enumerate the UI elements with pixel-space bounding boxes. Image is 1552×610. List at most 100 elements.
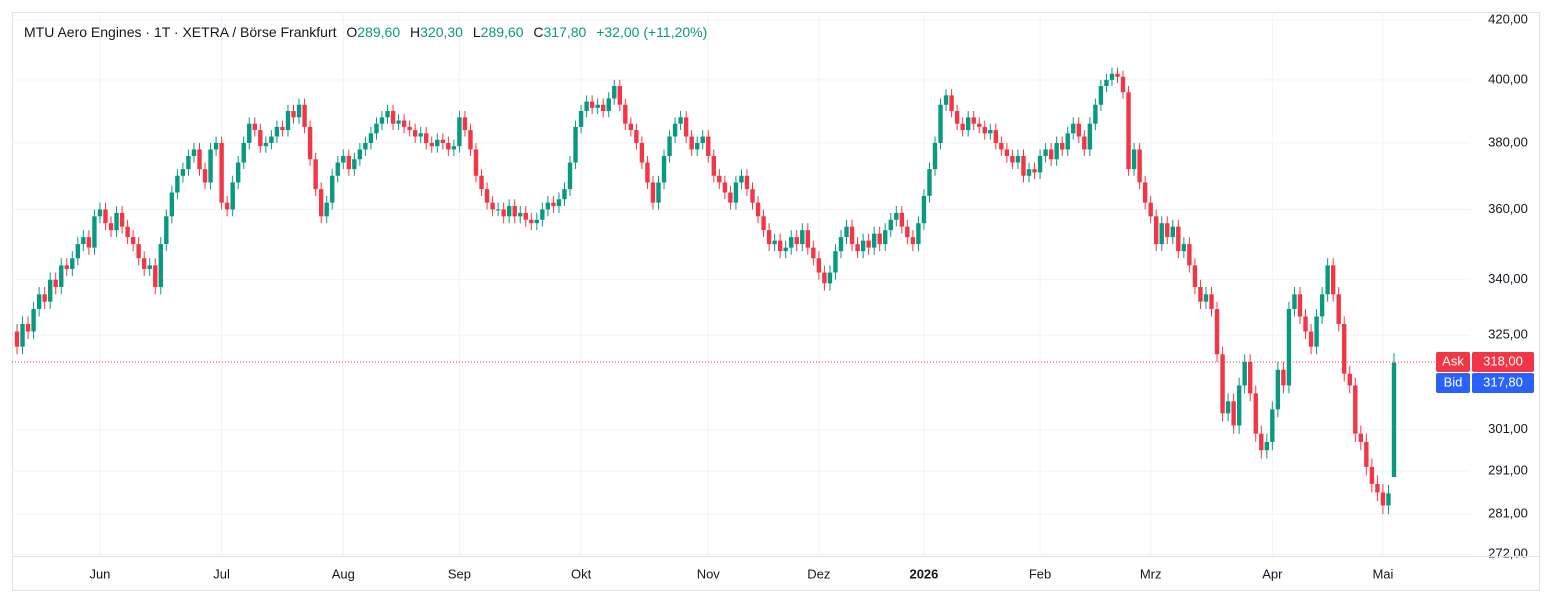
x-tick-label: Aug — [332, 566, 355, 581]
candle-body — [833, 251, 838, 273]
candle-body — [1203, 294, 1209, 302]
candle-body — [1087, 123, 1093, 150]
candle-body — [125, 226, 130, 238]
candle-body — [1148, 202, 1153, 217]
candle-body — [158, 244, 163, 288]
y-tick-label: 281,00 — [1488, 506, 1528, 521]
candle-body — [119, 212, 125, 227]
candle-body — [578, 111, 584, 127]
x-tick-label: 2026 — [909, 566, 938, 581]
header-change: +32,00 (+11,20%) — [596, 24, 707, 40]
candle-body — [1264, 441, 1270, 451]
candle-body — [1109, 73, 1115, 80]
candle-body — [800, 230, 805, 245]
candle-body — [905, 226, 910, 238]
candle-body — [1342, 323, 1347, 374]
candle-body — [612, 86, 617, 99]
candle-body — [977, 123, 982, 127]
candle-body — [1275, 369, 1281, 410]
candle-body — [894, 212, 899, 220]
candle-body — [31, 309, 36, 332]
candle-body — [1286, 309, 1292, 386]
candle-body — [1248, 362, 1253, 394]
candle-body — [733, 182, 739, 203]
candle-body — [1154, 216, 1159, 245]
candle-body — [844, 226, 849, 238]
candle-body — [1032, 169, 1037, 173]
candle-body — [1093, 104, 1098, 124]
candle-body — [1137, 149, 1142, 183]
candle-body — [877, 233, 882, 245]
candle-body — [855, 244, 860, 252]
y-tick-label: 291,00 — [1488, 463, 1528, 478]
candle-body — [750, 189, 755, 203]
candle-body — [401, 120, 407, 127]
candle-body — [1065, 133, 1070, 150]
candle-body — [744, 175, 750, 190]
candle-body — [1076, 123, 1081, 137]
candle-body — [191, 149, 197, 156]
candle-body — [97, 209, 103, 217]
candle-body — [783, 247, 788, 252]
y-tick-label: 340,00 — [1488, 271, 1528, 286]
candle-body — [1048, 149, 1054, 160]
candle-body — [822, 272, 827, 284]
candle-body — [1325, 265, 1330, 295]
candle-body — [42, 294, 47, 302]
candle-body — [899, 212, 905, 227]
candle-body — [772, 240, 777, 245]
candle-body — [518, 212, 523, 217]
candle-body — [186, 155, 191, 170]
candle-body — [1220, 354, 1225, 414]
chart-header: MTU Aero Engines · 1T · XETRA / Börse Fr… — [24, 24, 707, 40]
x-tick-label: Nov — [697, 566, 721, 581]
x-tick-label: Apr — [1262, 566, 1283, 581]
candle-body — [1308, 331, 1314, 347]
header-value: 320,30 — [420, 24, 463, 40]
candle-body — [739, 175, 744, 183]
candle-body — [1170, 226, 1175, 238]
candle-body — [645, 162, 650, 183]
y-tick-label: 380,00 — [1488, 134, 1528, 149]
candle-body — [1319, 294, 1325, 317]
candle-body — [484, 189, 490, 203]
candle-body — [634, 130, 639, 143]
candle-body — [661, 155, 667, 183]
candle-body — [1021, 155, 1026, 176]
candle-body — [153, 265, 158, 288]
candle-body — [86, 237, 92, 248]
candle-body — [1187, 244, 1192, 266]
candle-body — [589, 101, 595, 108]
candle-body — [993, 130, 999, 143]
candle-body — [363, 142, 368, 150]
candle-body — [1176, 226, 1181, 252]
candle-body — [202, 169, 208, 183]
header-value: 289,60 — [481, 24, 524, 40]
candle-body — [529, 219, 534, 224]
candle-body — [352, 159, 357, 170]
candle-body — [932, 142, 938, 170]
candle-body — [883, 230, 888, 245]
candle-body — [136, 244, 141, 259]
header-label: L — [473, 24, 481, 40]
candle-body — [683, 117, 689, 137]
candle-body — [103, 209, 108, 224]
candle-body — [36, 294, 42, 310]
candle-body — [291, 111, 296, 118]
candle-body — [695, 142, 700, 150]
candle-body — [169, 192, 175, 217]
candle-body — [385, 111, 390, 118]
candle-body — [1281, 369, 1286, 386]
candle-body — [114, 212, 119, 231]
candle-body — [540, 209, 545, 220]
candle-body — [462, 117, 468, 131]
candle-body — [307, 126, 313, 160]
candle-body — [313, 159, 318, 190]
candle-body — [755, 202, 761, 217]
candle-body — [147, 265, 152, 269]
candle-body — [230, 182, 235, 210]
candle-body — [1386, 493, 1391, 506]
candle-body — [330, 175, 335, 203]
candle-body — [1098, 86, 1104, 105]
candle-body — [534, 219, 540, 224]
